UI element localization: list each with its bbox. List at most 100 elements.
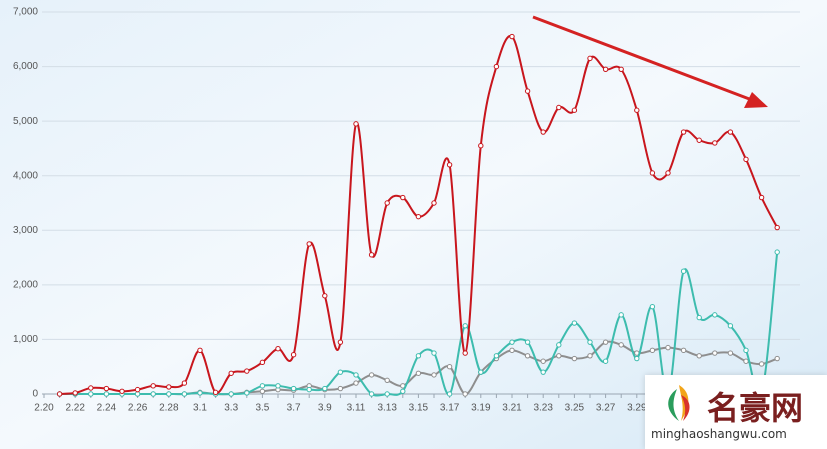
data-point bbox=[384, 377, 390, 384]
data-point bbox=[556, 104, 562, 111]
x-tick-label: 2.20 bbox=[34, 403, 54, 414]
x-tick-label: 3.15 bbox=[409, 403, 429, 414]
x-tick-label: 3.23 bbox=[533, 403, 553, 414]
x-tick-label: 3.3 bbox=[224, 403, 238, 414]
data-point bbox=[446, 391, 453, 397]
data-point bbox=[400, 388, 406, 394]
data-point bbox=[556, 342, 562, 348]
data-point bbox=[166, 391, 172, 397]
data-point bbox=[665, 170, 671, 176]
x-tick-label: 2.24 bbox=[97, 403, 117, 414]
x-tick-label: 3.1 bbox=[193, 403, 207, 414]
data-point bbox=[103, 391, 110, 397]
data-point bbox=[524, 339, 531, 345]
data-point bbox=[181, 380, 188, 386]
data-point bbox=[88, 391, 94, 397]
data-point bbox=[743, 358, 749, 364]
data-point bbox=[680, 347, 687, 354]
data-point bbox=[197, 390, 203, 396]
data-point bbox=[743, 156, 749, 163]
watermark: 名豪网 minghaoshangwu.com bbox=[645, 375, 827, 449]
y-tick-label: 1,000 bbox=[13, 334, 38, 345]
data-point bbox=[337, 339, 344, 345]
data-point bbox=[540, 369, 546, 375]
data-point bbox=[509, 347, 515, 354]
data-point bbox=[337, 385, 344, 392]
data-point bbox=[306, 386, 312, 393]
data-point bbox=[680, 268, 687, 274]
data-point bbox=[431, 372, 437, 378]
data-point bbox=[509, 339, 515, 345]
data-point bbox=[634, 107, 640, 113]
data-point bbox=[571, 355, 578, 362]
data-point bbox=[649, 170, 656, 176]
data-point bbox=[353, 380, 359, 386]
data-point bbox=[306, 241, 312, 247]
data-point bbox=[337, 369, 344, 375]
data-point bbox=[478, 369, 484, 375]
data-point bbox=[134, 391, 141, 397]
data-point bbox=[368, 252, 375, 258]
data-point bbox=[56, 391, 63, 397]
data-point bbox=[228, 391, 234, 397]
x-tick-label: 3.7 bbox=[287, 403, 301, 414]
data-point bbox=[197, 347, 203, 354]
data-point bbox=[524, 88, 531, 94]
data-point bbox=[103, 385, 110, 392]
data-point bbox=[119, 388, 125, 394]
data-point bbox=[353, 372, 359, 378]
data-point bbox=[228, 370, 234, 376]
data-point bbox=[571, 320, 578, 326]
x-tick-label: 3.13 bbox=[377, 403, 397, 414]
y-tick-label: 3,000 bbox=[13, 225, 38, 236]
data-point bbox=[275, 383, 281, 389]
data-point bbox=[696, 314, 702, 321]
data-point bbox=[587, 55, 593, 62]
data-point bbox=[478, 143, 484, 149]
data-point bbox=[774, 224, 780, 231]
x-tick-label: 3.17 bbox=[440, 403, 460, 414]
data-point bbox=[446, 162, 453, 168]
data-point bbox=[556, 353, 562, 359]
data-point bbox=[618, 312, 624, 318]
data-point bbox=[244, 390, 250, 396]
x-tick-label: 2.28 bbox=[159, 403, 179, 414]
data-point bbox=[431, 200, 437, 206]
watermark-logo bbox=[668, 385, 690, 421]
x-tick-label: 2.22 bbox=[65, 403, 85, 414]
x-tick-label: 3.11 bbox=[347, 403, 366, 414]
data-point bbox=[649, 303, 656, 310]
data-point bbox=[415, 370, 422, 376]
data-point bbox=[150, 383, 156, 389]
data-point bbox=[72, 390, 78, 396]
data-point bbox=[150, 391, 156, 397]
data-point bbox=[368, 391, 375, 397]
data-point bbox=[524, 353, 531, 359]
data-point bbox=[727, 129, 734, 135]
data-point bbox=[368, 372, 375, 378]
data-point bbox=[88, 385, 94, 391]
data-point bbox=[587, 339, 593, 345]
data-point bbox=[259, 388, 266, 394]
watermark-title: 名豪网 bbox=[707, 389, 804, 427]
x-tick-label: 3.27 bbox=[596, 403, 616, 414]
data-point bbox=[384, 391, 390, 397]
watermark-url: minghaoshangwu.com bbox=[651, 427, 787, 441]
data-point bbox=[181, 391, 188, 397]
data-point bbox=[618, 66, 624, 73]
data-point bbox=[384, 200, 390, 206]
data-point bbox=[290, 352, 297, 358]
data-point bbox=[415, 213, 422, 220]
data-point bbox=[712, 312, 718, 318]
data-point bbox=[259, 359, 266, 366]
data-point bbox=[275, 346, 281, 352]
data-point bbox=[649, 347, 656, 354]
x-tick-label: 3.19 bbox=[471, 403, 491, 414]
data-point bbox=[493, 63, 500, 70]
data-point bbox=[353, 121, 359, 127]
data-point bbox=[400, 194, 406, 201]
data-point bbox=[446, 364, 453, 370]
data-point bbox=[727, 350, 734, 356]
